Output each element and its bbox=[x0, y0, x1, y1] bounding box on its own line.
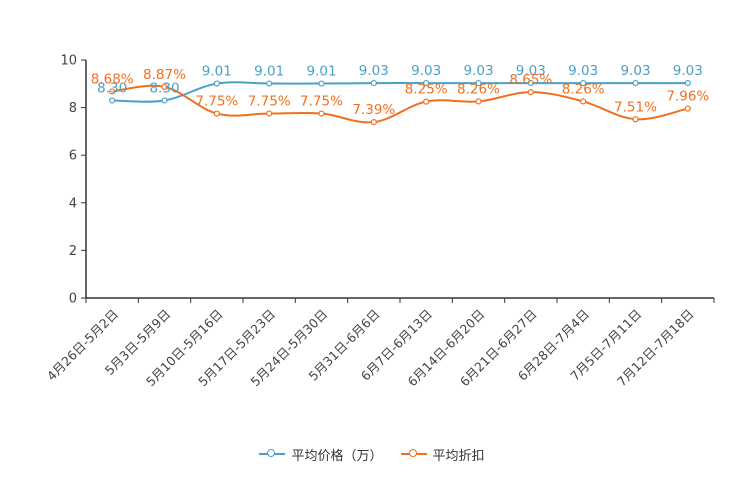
point-discount bbox=[632, 116, 639, 123]
point-price bbox=[318, 80, 325, 87]
y-tick-label: 4 bbox=[69, 196, 77, 211]
data-label-discount: 7.75% bbox=[195, 94, 238, 110]
point-discount bbox=[475, 98, 482, 105]
point-discount bbox=[318, 110, 325, 117]
point-price bbox=[632, 79, 639, 87]
y-tick-label: 2 bbox=[69, 244, 77, 259]
data-label-discount: 7.39% bbox=[352, 102, 395, 118]
point-price bbox=[213, 80, 220, 87]
data-label-discount: 8.87% bbox=[143, 67, 186, 83]
data-label-price: 8.30 bbox=[97, 80, 127, 96]
data-label-price: 9.03 bbox=[673, 63, 703, 79]
point-price bbox=[370, 79, 377, 87]
data-label-price: 8.30 bbox=[149, 80, 179, 96]
point-discount bbox=[423, 98, 430, 105]
point-price bbox=[527, 79, 534, 87]
point-price bbox=[109, 97, 116, 104]
point-price bbox=[161, 97, 168, 104]
data-label-price: 9.03 bbox=[359, 63, 389, 79]
data-label-discount: 8.26% bbox=[562, 81, 605, 97]
data-label-discount: 7.75% bbox=[248, 94, 291, 110]
point-price bbox=[266, 80, 273, 87]
point-discount bbox=[213, 110, 220, 117]
y-tick-label: 0 bbox=[69, 292, 77, 307]
data-label-discount: 7.51% bbox=[614, 99, 657, 115]
point-price bbox=[580, 79, 587, 87]
point-discount bbox=[161, 83, 168, 90]
y-tick-label: 10 bbox=[60, 54, 77, 69]
data-label-discount: 8.65% bbox=[509, 72, 552, 88]
y-tick-label: 8 bbox=[69, 101, 77, 116]
data-label-discount: 8.25% bbox=[405, 82, 448, 98]
legend-discount-label: 平均折扣 bbox=[432, 448, 485, 464]
data-label-price: 9.01 bbox=[306, 64, 336, 80]
legend-price-swatch-icon bbox=[259, 448, 286, 460]
series-line-discount bbox=[112, 84, 689, 124]
data-label-price: 9.03 bbox=[620, 63, 650, 79]
data-label-price: 9.03 bbox=[568, 63, 598, 79]
point-discount bbox=[266, 110, 273, 117]
legend-price-label: 平均价格（万） bbox=[291, 448, 383, 464]
legend-item-discount[interactable]: 平均折扣 bbox=[400, 445, 485, 464]
point-discount bbox=[684, 105, 691, 112]
point-price bbox=[423, 79, 430, 87]
data-label-discount: 7.75% bbox=[300, 94, 343, 110]
data-label-price: 9.03 bbox=[463, 63, 493, 79]
point-discount bbox=[370, 119, 377, 126]
data-label-price: 9.01 bbox=[202, 64, 232, 80]
data-label-discount: 7.96% bbox=[666, 89, 709, 105]
y-tick-label: 6 bbox=[69, 149, 77, 164]
point-discount bbox=[580, 98, 587, 105]
point-price bbox=[684, 79, 691, 87]
data-label-discount: 8.26% bbox=[457, 81, 500, 97]
point-price bbox=[475, 79, 482, 87]
legend: 平均价格（万） 平均折扣 bbox=[0, 444, 744, 464]
data-label-price: 9.03 bbox=[516, 63, 546, 79]
series-line-price bbox=[112, 81, 688, 103]
legend-item-price[interactable]: 平均价格（万） bbox=[259, 445, 383, 464]
data-label-discount: 8.68% bbox=[91, 71, 134, 87]
data-label-price: 9.01 bbox=[254, 64, 284, 80]
point-discount bbox=[527, 89, 534, 96]
data-label-price: 9.03 bbox=[411, 63, 441, 79]
legend-discount-swatch-icon bbox=[400, 448, 427, 460]
point-discount bbox=[109, 88, 116, 95]
